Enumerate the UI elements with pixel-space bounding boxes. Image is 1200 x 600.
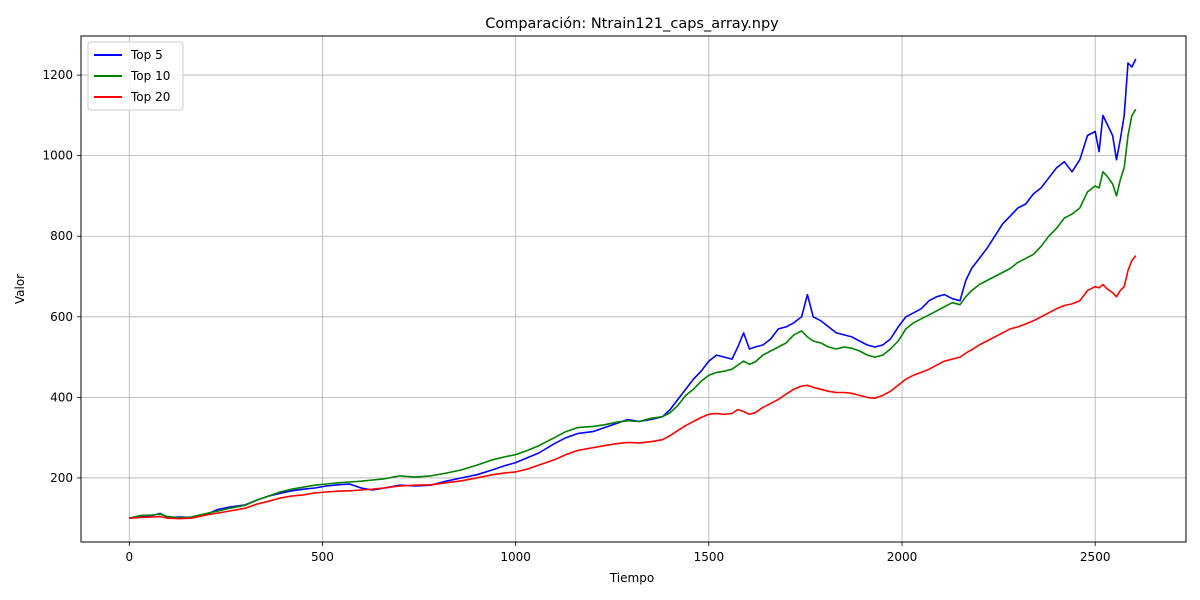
grid xyxy=(81,36,1186,542)
legend-entry: Top 5 xyxy=(130,48,163,62)
y-tick-label: 1200 xyxy=(42,68,73,82)
x-tick-label: 1500 xyxy=(694,550,725,564)
plot-frame xyxy=(80,35,1187,543)
y-tick-label: 1000 xyxy=(42,149,73,163)
legend-entry: Top 10 xyxy=(130,69,170,83)
series-line-top-10 xyxy=(129,108,1137,519)
x-tick-label: 1000 xyxy=(500,550,531,564)
legend-entry: Top 20 xyxy=(130,90,170,104)
x-axis-label: Tiempo xyxy=(609,571,654,585)
series-line-top-20 xyxy=(129,255,1137,520)
series-lines xyxy=(129,58,1137,520)
y-tick-label: 800 xyxy=(50,229,73,243)
legend: Top 5 Top 10 Top 20 xyxy=(87,41,184,111)
y-tick-label: 600 xyxy=(50,310,73,324)
y-tick-label: 200 xyxy=(50,471,73,485)
chart-title: Comparación: Ntrain121_caps_array.npy xyxy=(485,16,779,32)
legend-box xyxy=(87,41,184,111)
x-tick-label: 2500 xyxy=(1080,550,1111,564)
x-tick-label: 0 xyxy=(125,550,133,564)
axis-ticks: 0 500 1000 1500 2000 2500 200 400 600 800 1000 1200 xyxy=(42,68,1110,564)
x-tick-label: 2000 xyxy=(887,550,918,564)
series-line-top-5 xyxy=(129,58,1137,519)
x-tick-label: 500 xyxy=(311,550,334,564)
y-axis-label: Valor xyxy=(13,274,27,304)
y-tick-label: 400 xyxy=(50,390,73,404)
